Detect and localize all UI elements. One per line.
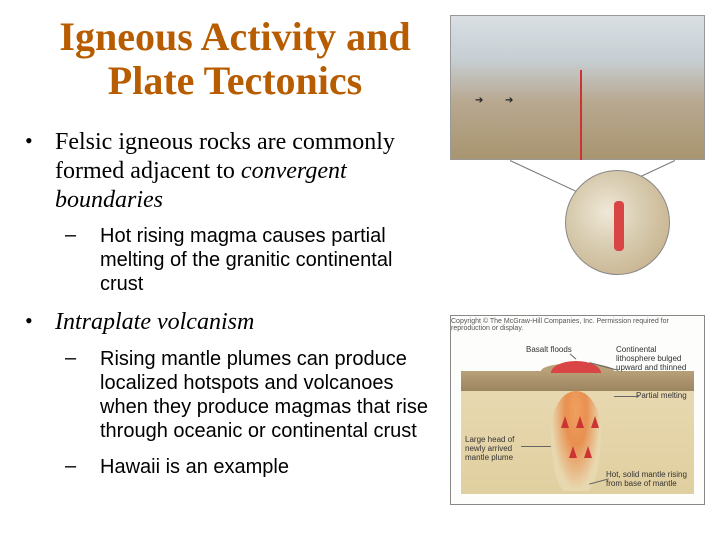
crust-layer [461, 371, 694, 391]
rising-arrow-icon [591, 416, 599, 428]
magma-conduit [580, 70, 582, 160]
leader-line [614, 396, 639, 397]
leader-line [521, 446, 551, 447]
rising-arrow-icon [561, 416, 569, 428]
bullet-1-text: Felsic igneous rocks are commonly formed… [55, 128, 430, 214]
content-area: • Felsic igneous rocks are commonly form… [20, 128, 430, 479]
bullet-2-sub-1-text: Rising mantle plumes can produce localiz… [100, 347, 430, 443]
motion-arrow-icon: ➔ [505, 95, 513, 106]
label-crust: Continental lithosphere bulged upward an… [616, 346, 696, 372]
slide-container: Igneous Activity and Plate Tectonics • F… [0, 0, 720, 540]
diagram-mantle-plume: Copyright © The McGraw-Hill Companies, I… [450, 315, 705, 505]
circle-inset-detail [565, 170, 670, 275]
slide-title: Igneous Activity and Plate Tectonics [20, 15, 450, 103]
bullet-1-sub-1: – Hot rising magma causes partial meltin… [65, 224, 430, 296]
rising-arrow-icon [569, 446, 577, 458]
leader-line [510, 160, 583, 195]
dash-marker: – [65, 224, 100, 296]
bullet-marker: • [20, 308, 55, 337]
mantle-plume-head [551, 391, 601, 491]
leader-line [570, 354, 577, 360]
terrain-block [450, 15, 705, 160]
diagram-convergent-boundary: Copyright © The McGraw-Hill Companies, I… [450, 15, 705, 280]
bullet-2: • Intraplate volcanism [20, 308, 430, 337]
rising-arrow-icon [584, 446, 592, 458]
label-hot-mantle: Hot, solid mantle rising from base of ma… [606, 471, 696, 489]
title-line-1: Igneous Activity and [59, 14, 410, 59]
dash-marker: – [65, 455, 100, 479]
title-line-2: Plate Tectonics [108, 58, 362, 103]
bullet-marker: • [20, 128, 55, 214]
bullet-2-text: Intraplate volcanism [55, 308, 254, 337]
label-plume-head: Large head of newly arrived mantle plume [465, 436, 525, 462]
bullet-2-sub-1: – Rising mantle plumes can produce local… [65, 347, 430, 443]
bullet-1-sub-1-text: Hot rising magma causes partial melting … [100, 224, 430, 296]
dash-marker: – [65, 347, 100, 443]
bullet-2-sub-2: – Hawaii is an example [65, 455, 430, 479]
copyright-caption: Copyright © The McGraw-Hill Companies, I… [451, 318, 700, 332]
label-melting: Partial melting [636, 392, 696, 401]
bullet-1: • Felsic igneous rocks are commonly form… [20, 128, 430, 214]
rising-arrow-icon [576, 416, 584, 428]
label-basalt: Basalt floods [526, 346, 572, 355]
bullet-2-sub-2-text: Hawaii is an example [100, 455, 289, 479]
motion-arrow-icon: ➔ [475, 95, 483, 106]
